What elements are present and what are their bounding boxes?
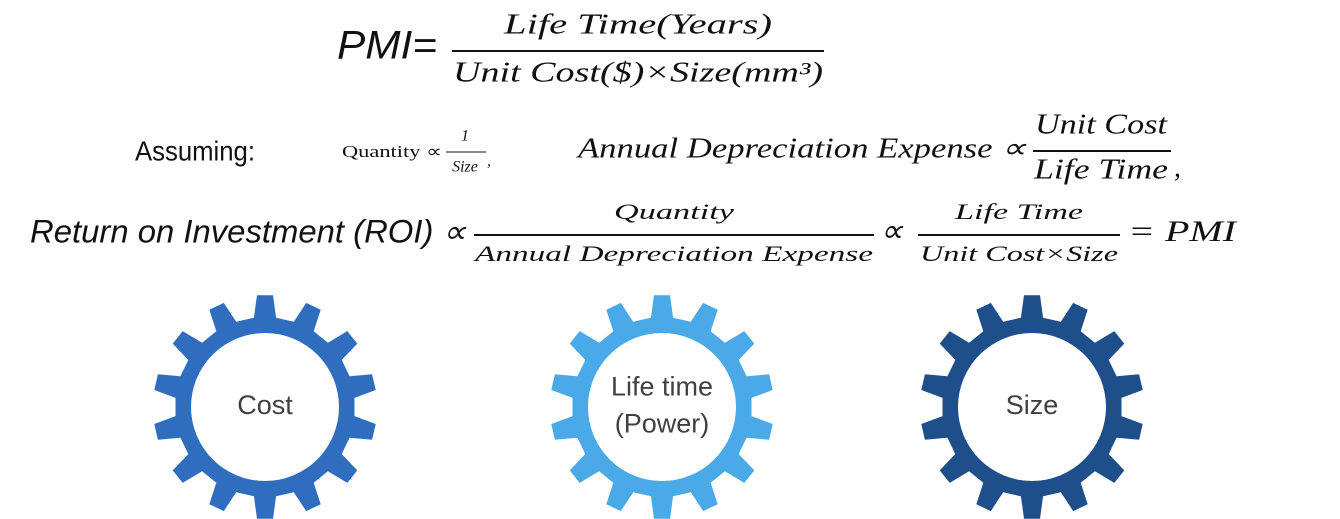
gears: Cost Life time (Power) Size — [154, 295, 1143, 519]
quantity-denominator: Size — [452, 159, 478, 176]
roi-numerator-2: Life Time — [953, 199, 1083, 224]
assumptions: Assuming: Quantity ∝ 1 Size , Annual Dep… — [135, 109, 1181, 185]
gear — [551, 295, 773, 519]
formula-numerator: Life Time(Years) — [503, 9, 772, 40]
gear-label: Life time — [611, 372, 713, 402]
roi-result: = PMI — [1128, 215, 1239, 248]
depreciation-denominator: Life Time — [1033, 154, 1168, 185]
quantity-numerator: 1 — [461, 128, 469, 145]
gear-label: Size — [1006, 390, 1059, 420]
assuming-label: Assuming: — [135, 135, 255, 166]
roi-middle: ∝ — [880, 212, 904, 248]
depreciation-numerator: Unit Cost — [1035, 109, 1168, 140]
roi-numerator-1: Quantity — [614, 199, 734, 224]
gear-label: Cost — [237, 390, 293, 420]
gear — [921, 295, 1143, 519]
gear-label: (Power) — [615, 409, 710, 439]
formula-denominator: Unit Cost($)×Size(mm³) — [453, 57, 823, 88]
quantity-lhs: Quantity ∝ — [342, 142, 442, 161]
roi-lhs: Return on Investment (ROI) ∝ — [30, 213, 467, 249]
pmi-formula: PMI= Life Time(Years) Unit Cost($)×Size(… — [337, 9, 824, 88]
formula-lhs: PMI= — [337, 24, 437, 68]
gear — [154, 295, 376, 519]
depreciation-suffix: , — [1174, 152, 1181, 183]
depreciation-lhs: Annual Depreciation Expense ∝ — [576, 133, 1028, 164]
roi-formula: Return on Investment (ROI) ∝ Quantity An… — [30, 199, 1239, 266]
quantity-suffix: , — [487, 153, 491, 170]
roi-denominator-1: Annual Depreciation Expense — [472, 241, 873, 266]
roi-denominator-2: Unit Cost×Size — [920, 241, 1118, 266]
